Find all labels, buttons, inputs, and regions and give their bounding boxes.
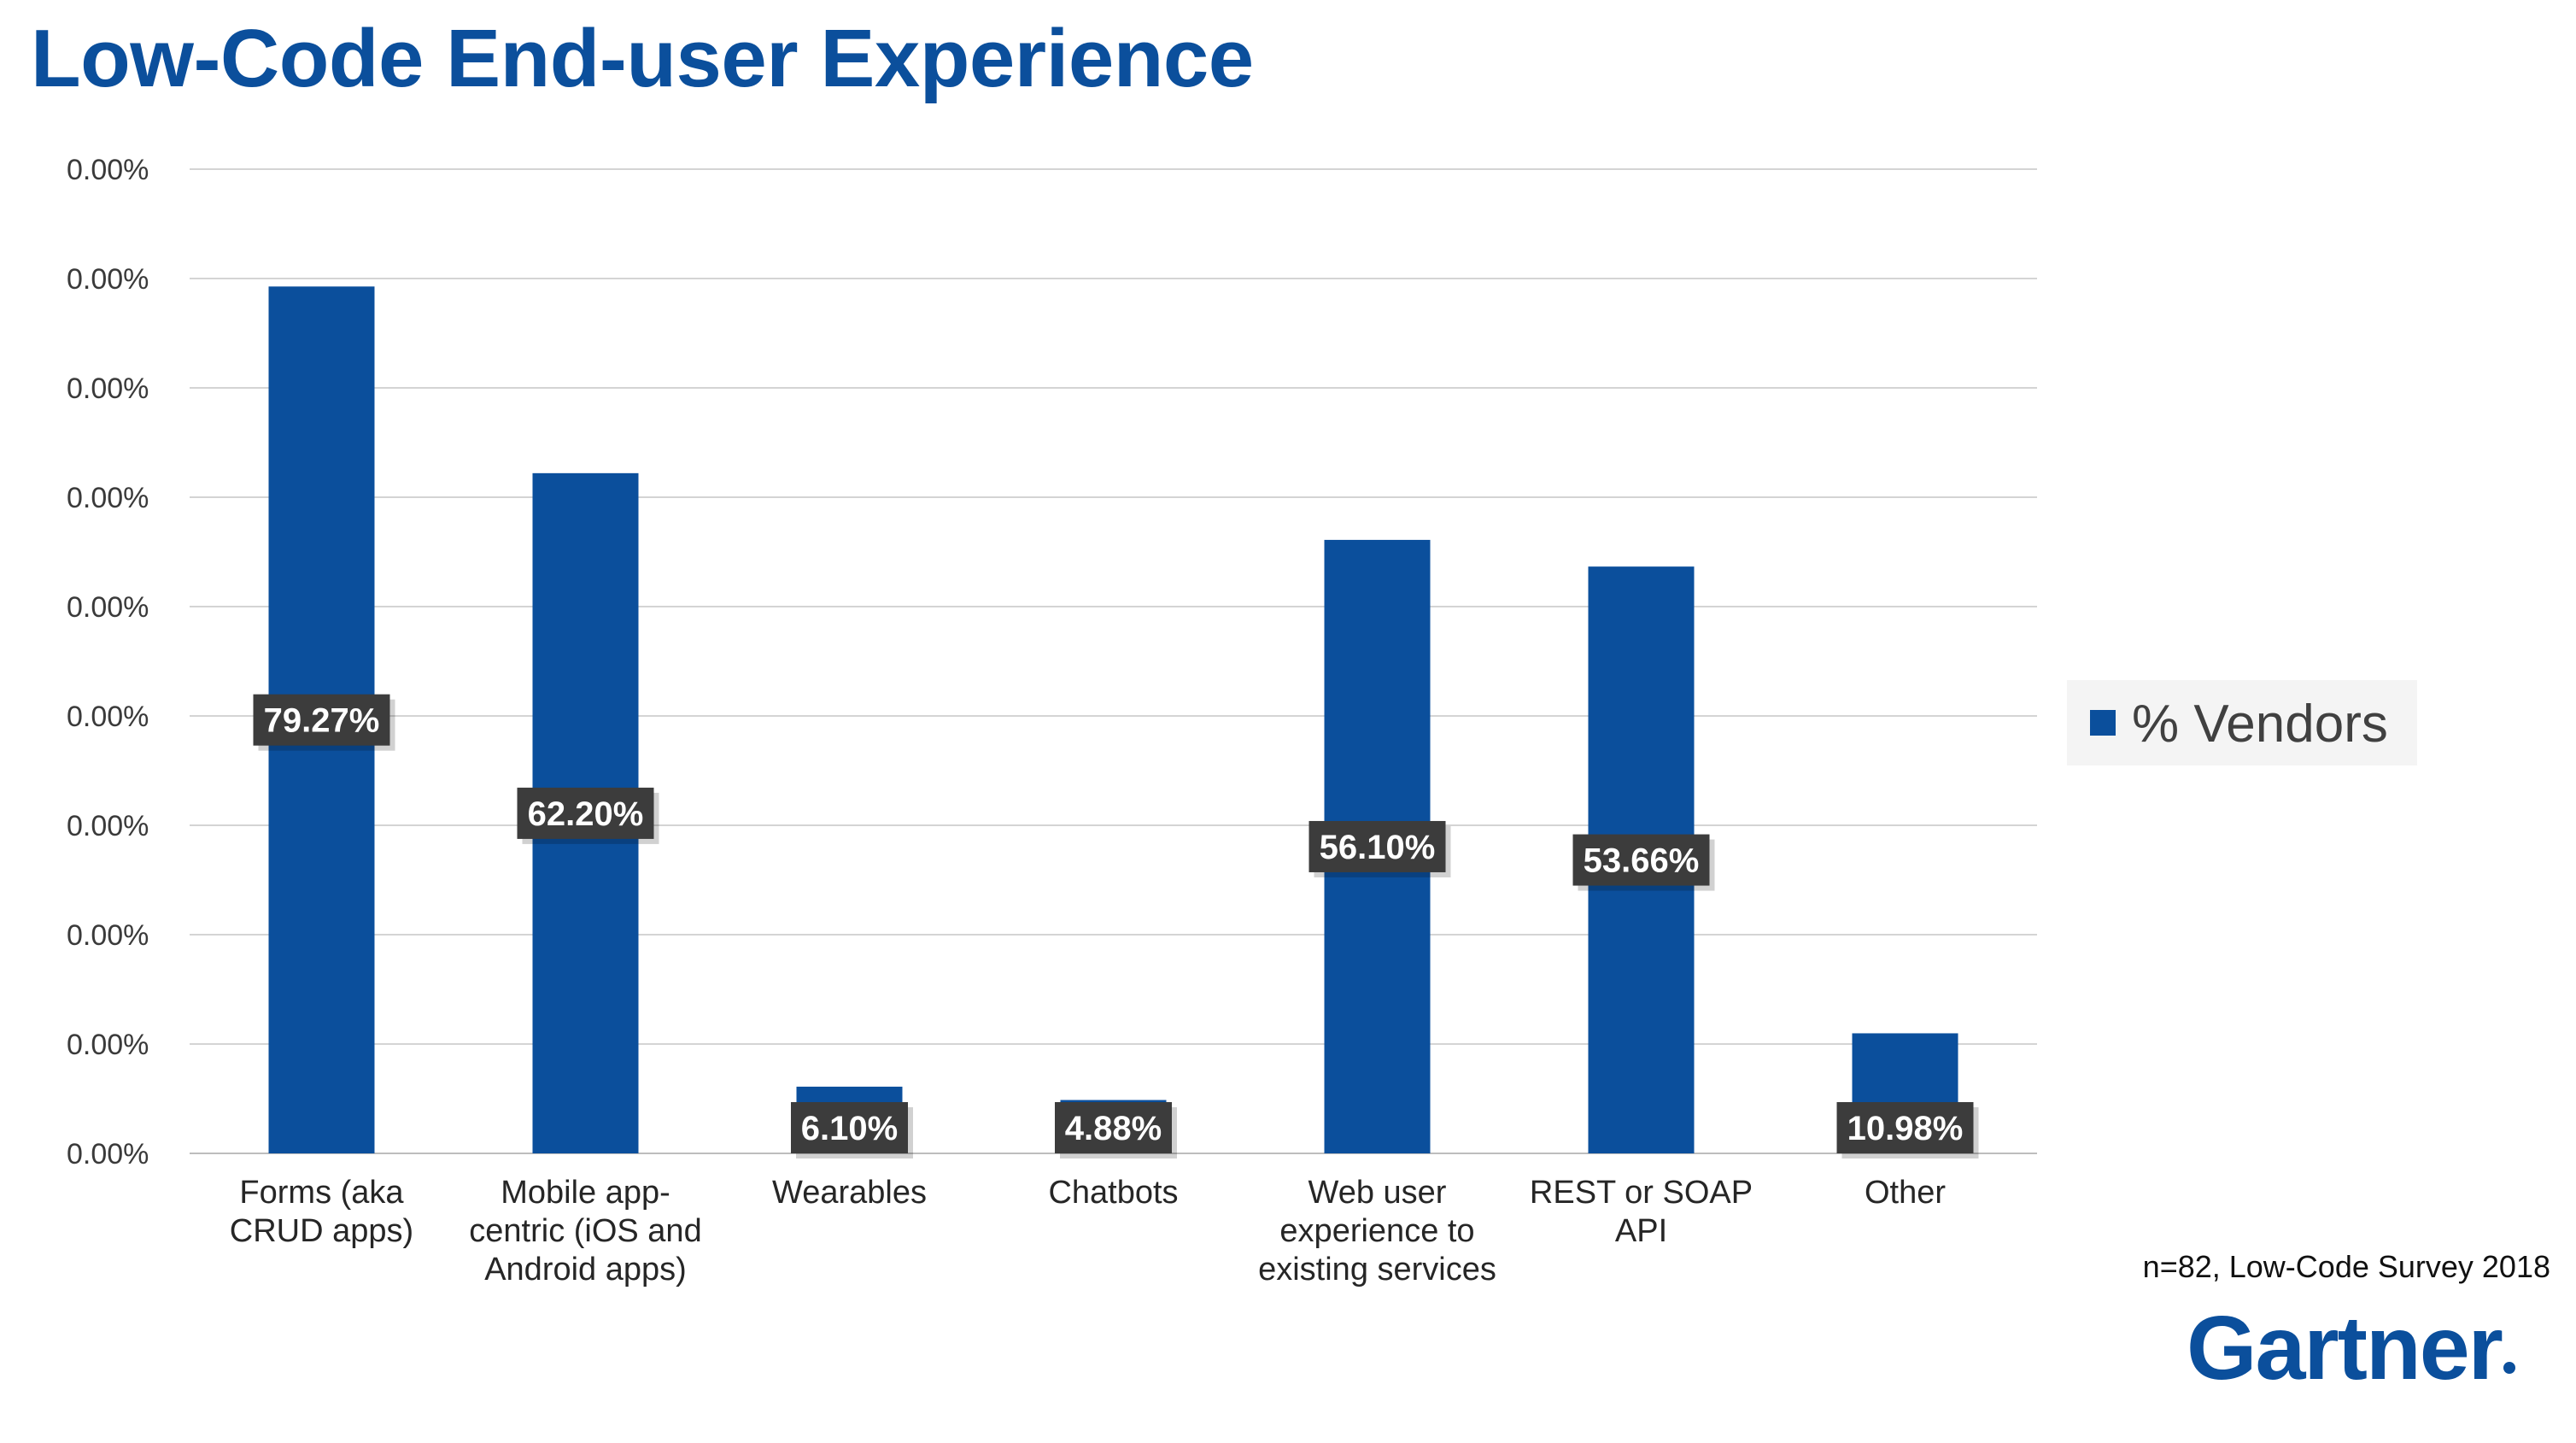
x-tick-label: Other <box>1865 1175 1946 1211</box>
svg-text:53.66%: 53.66% <box>1584 842 1700 880</box>
y-tick-label: 0.00% <box>67 919 149 952</box>
logo-text: Gartner <box>2187 1298 2503 1399</box>
legend: % Vendors <box>2067 680 2417 765</box>
x-tick-label: Wearables <box>772 1175 927 1211</box>
legend-label: % Vendors <box>2132 695 2388 754</box>
gartner-logo: Gartner <box>2187 1297 2515 1400</box>
legend-box <box>2067 680 2417 765</box>
svg-text:62.20%: 62.20% <box>528 795 644 833</box>
svg-text:4.88%: 4.88% <box>1065 1110 1162 1147</box>
y-tick-label: 0.00% <box>67 1138 149 1170</box>
svg-text:56.10%: 56.10% <box>1320 829 1436 866</box>
data-label: 4.88% <box>1055 1102 1177 1159</box>
x-tick-label: REST or SOAP API <box>1530 1175 1753 1249</box>
data-label: 53.66% <box>1572 834 1715 891</box>
y-tick-label: 0.00% <box>67 263 149 296</box>
y-tick-label: 0.00% <box>67 810 149 842</box>
bars <box>268 286 1958 1153</box>
registered-mark-icon <box>2503 1362 2515 1374</box>
y-tick-label: 0.00% <box>67 1029 149 1061</box>
legend-swatch <box>2090 710 2116 736</box>
data-label: 6.10% <box>791 1102 913 1159</box>
data-label: 79.27% <box>253 694 395 751</box>
x-tick-label: Mobile app-centric (iOS and Android apps) <box>469 1175 701 1288</box>
footnote: n=82, Low-Code Survey 2018 <box>2142 1249 2550 1284</box>
data-label: 62.20% <box>517 787 659 844</box>
y-tick-label: 0.00% <box>67 482 149 514</box>
x-tick-label: Chatbots <box>1048 1175 1178 1211</box>
y-tick-label: 0.00% <box>67 701 149 733</box>
gridlines <box>190 168 2037 1154</box>
data-label: 56.10% <box>1308 820 1451 877</box>
x-axis: Forms (aka CRUD apps) Mobile app-centric (… <box>230 1175 1947 1288</box>
svg-text:79.27%: 79.27% <box>264 702 380 740</box>
svg-text:6.10%: 6.10% <box>801 1110 898 1147</box>
data-label: 10.98% <box>1836 1102 1979 1159</box>
y-axis: 0.00% 0.00% 0.00% 0.00% 0.00% 0.00% 0.00% 0.00%… <box>67 154 149 1170</box>
page-title: Low-Code End-user Experience <box>31 13 1254 104</box>
y-tick-label: 0.00% <box>67 372 149 405</box>
y-tick-label: 0.00% <box>67 154 149 186</box>
svg-text:10.98%: 10.98% <box>1847 1110 1964 1147</box>
x-tick-label: Forms (aka CRUD apps) <box>230 1175 413 1249</box>
y-tick-label: 0.00% <box>67 591 149 624</box>
data-labels: 79.27% 62.20% 6.10% 4.88% 56.10% 53.66% 10.98% <box>253 694 1979 1159</box>
x-tick-label: Web user experience to existing services <box>1258 1175 1496 1288</box>
